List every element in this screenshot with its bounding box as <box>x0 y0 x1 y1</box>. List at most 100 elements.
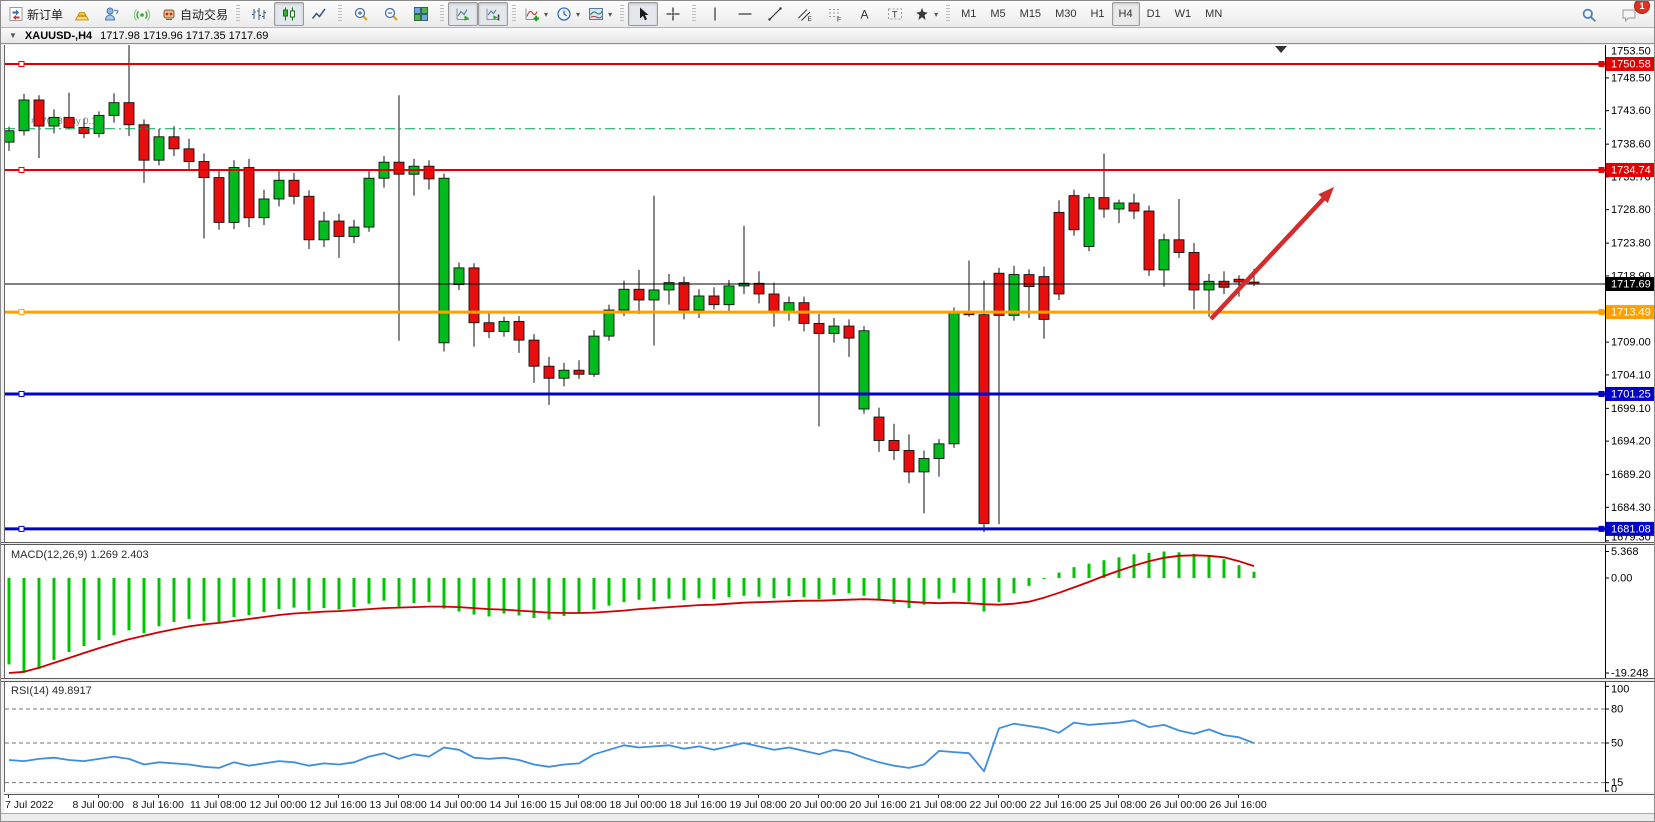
gold-symbol-button[interactable] <box>67 2 97 26</box>
new-order-label: 新订单 <box>27 7 64 22</box>
line-handle[interactable] <box>18 390 25 397</box>
auto-trading-button[interactable]: 自动交易 <box>157 2 232 26</box>
candlestick <box>1083 193 1095 252</box>
tf-d1-button[interactable]: D1 <box>1140 2 1168 26</box>
line-chart-mode-button[interactable] <box>304 2 334 26</box>
time-axis-tick <box>638 795 639 798</box>
time-axis-tick <box>218 795 219 798</box>
candlestick <box>138 119 150 183</box>
template-icon <box>588 6 604 22</box>
tf-mn-button[interactable]: MN <box>1198 2 1229 26</box>
time-axis-tick <box>1178 795 1179 798</box>
time-axis-tick <box>338 795 339 798</box>
chevron-down-icon[interactable]: ▾ <box>544 9 549 19</box>
chevron-down-icon[interactable]: ▾ <box>934 9 939 19</box>
channel-tool-button[interactable]: E <box>790 2 820 26</box>
collapse-icon[interactable]: ▼ <box>9 31 17 40</box>
horizontal-line-object[interactable] <box>5 166 1605 173</box>
candlestick-mode-button[interactable] <box>274 2 305 26</box>
rsi-pane-canvas[interactable]: 100 80 50 150 <box>4 682 1655 792</box>
tf-h4-button[interactable]: H4 <box>1111 2 1140 26</box>
line-handle[interactable] <box>1598 390 1605 397</box>
horizontal-line-object[interactable] <box>5 390 1605 397</box>
chart-shift-button[interactable] <box>478 2 509 26</box>
tf-m1-button[interactable]: M1 <box>954 2 983 26</box>
line-handle[interactable] <box>1598 525 1605 532</box>
chevron-down-icon[interactable]: ▾ <box>576 9 581 19</box>
gold-icon <box>74 6 90 22</box>
line-handle[interactable] <box>18 309 25 316</box>
line-handle[interactable] <box>18 166 25 173</box>
chevron-down-icon[interactable]: ▾ <box>608 9 613 19</box>
trendline-tool-button[interactable] <box>760 2 790 26</box>
label-tool-button[interactable]: T <box>880 2 910 26</box>
zoom-in-button[interactable] <box>346 2 376 26</box>
time-axis-label: 19 Jul 08:00 <box>729 799 787 811</box>
chart-shift-marker[interactable] <box>1275 46 1287 53</box>
templates-button[interactable]: ▾ <box>584 2 616 26</box>
tf-h1-button[interactable]: H1 <box>1083 2 1111 26</box>
time-axis-label: 20 Jul 00:00 <box>789 799 847 811</box>
trendline-icon <box>767 6 783 22</box>
auto-scroll-button[interactable] <box>448 2 479 26</box>
horizontal-line-object[interactable] <box>5 309 1605 316</box>
vertical-line-tool-button[interactable] <box>700 2 730 26</box>
tf-w1-button[interactable]: W1 <box>1168 2 1199 26</box>
line-handle[interactable] <box>1598 61 1605 67</box>
candlestick <box>723 279 735 313</box>
candlestick <box>633 269 645 315</box>
tf-m30-button[interactable]: M30 <box>1048 2 1083 26</box>
trend-arrow-object[interactable] <box>1209 187 1334 321</box>
tf-m5-button[interactable]: M5 <box>983 2 1012 26</box>
rsi-axis-label: 100 <box>1611 684 1629 696</box>
candlestick <box>363 170 375 232</box>
signals-button[interactable] <box>127 2 157 26</box>
horizontal-line-object[interactable] <box>5 525 1605 532</box>
new-order-button[interactable]: 新订单 <box>4 2 67 26</box>
macd-histogram <box>7 551 1256 673</box>
candlestick <box>498 316 510 337</box>
candlestick <box>93 111 105 138</box>
candlestick <box>513 316 525 353</box>
crosshair-tool-button[interactable] <box>658 2 688 26</box>
candlestick <box>663 273 675 305</box>
time-axis[interactable]: 7 Jul 2022 8 Jul 00:00 8 Jul 16:00 11 Jul 0… <box>4 794 1654 814</box>
line-handle[interactable] <box>18 61 25 67</box>
horizontal-line-object[interactable] <box>5 61 1605 67</box>
accounts-button[interactable] <box>97 2 127 26</box>
price-tick-label: 1699.10 <box>1611 403 1651 415</box>
candlestick <box>888 423 900 460</box>
macd-pane-canvas[interactable]: 5.368 0.00 -19.248 <box>4 545 1655 678</box>
fibonacci-tool-button[interactable]: F <box>820 2 850 26</box>
candlestick <box>573 360 585 379</box>
tf-m1-label: M1 <box>961 8 977 20</box>
line-handle[interactable] <box>18 525 25 532</box>
pane-separator[interactable] <box>1 678 1654 682</box>
arrows-tool-button[interactable]: ▾ <box>910 2 942 26</box>
main-chart-canvas[interactable]: #67013 buy 0.11753.501748.501743.601738.… <box>4 45 1655 542</box>
periods-list-button[interactable]: ▾ <box>552 2 584 26</box>
search-button[interactable] <box>1574 3 1604 27</box>
candlestick <box>903 434 915 484</box>
pane-separator[interactable] <box>1 542 1654 545</box>
bar-chart-mode-button[interactable] <box>244 2 274 26</box>
toolbar-group-separator <box>440 5 445 23</box>
time-axis-tick <box>878 795 879 798</box>
price-line-label: 1701.25 <box>1606 386 1654 401</box>
candlestick <box>558 362 570 387</box>
line-handle[interactable] <box>1598 166 1605 173</box>
time-axis-tick <box>1118 795 1119 798</box>
candlestick <box>1038 266 1050 339</box>
text-tool-button[interactable]: A <box>850 2 880 26</box>
tf-m15-button[interactable]: M15 <box>1013 2 1048 26</box>
toolbar-group-separator <box>512 5 517 23</box>
horizontal-line-tool-button[interactable] <box>730 2 760 26</box>
cursor-tool-button[interactable] <box>628 2 659 26</box>
line-handle[interactable] <box>1598 309 1605 316</box>
indicators-list-button[interactable]: ▾ <box>520 2 552 26</box>
notifications-button[interactable]: 1 <box>1614 1 1650 27</box>
zoom-out-button[interactable] <box>376 2 406 26</box>
tile-windows-button[interactable] <box>406 2 436 26</box>
candlestick <box>828 318 840 343</box>
chart-window-caption[interactable]: ▼ XAUUSD-,H4 1717.98 1719.96 1717.35 171… <box>1 28 1654 44</box>
